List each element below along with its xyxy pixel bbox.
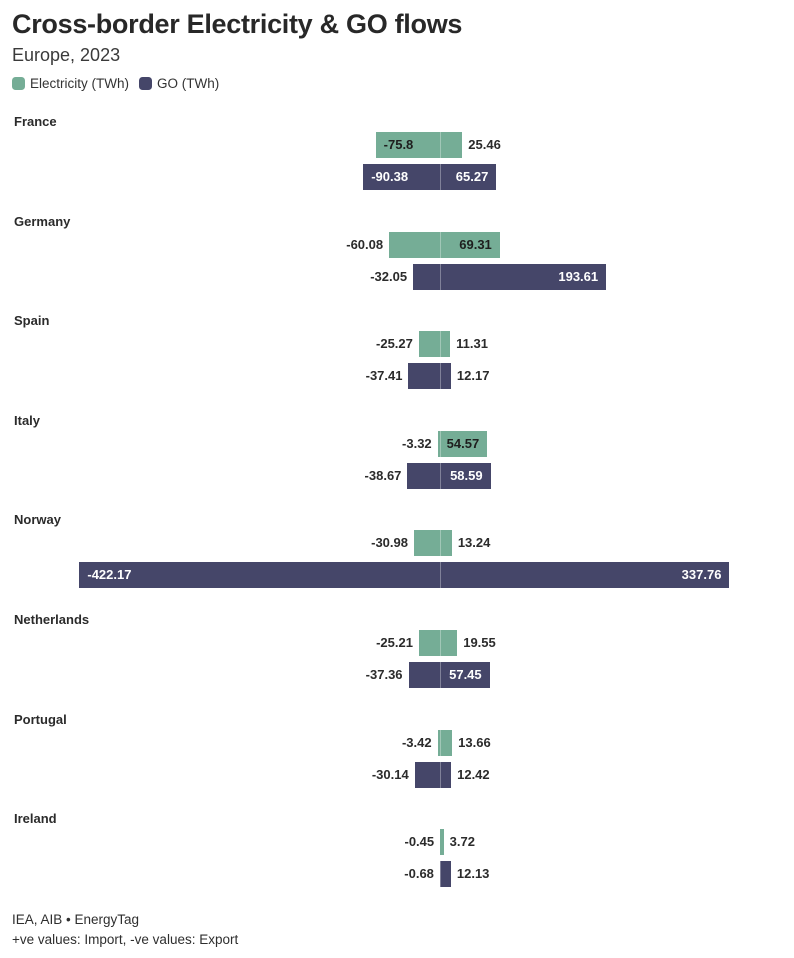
go-import-label: 193.61 [558,268,599,284]
country-label: Germany [14,213,71,229]
zero-line [440,630,442,656]
country-group: Portugal -3.42 13.66 -30.14 12.42 [0,713,794,795]
zero-line [440,562,442,589]
electricity-bar [437,430,488,457]
electricity-bar [375,132,463,158]
go-bar [413,263,607,290]
zero-line [440,132,442,158]
legend-label-electricity: Electricity (TWh) [30,76,129,91]
electricity-bar [413,530,452,557]
country-label: Ireland [14,811,57,827]
go-import-label: 57.45 [449,667,482,682]
footer-source: IEA, AIB • EnergyTag [12,912,140,927]
go-bar [363,164,497,190]
electricity-import-label: 13.66 [458,734,491,750]
go-export-label: -37.41 [365,368,403,384]
country-label: Italy [14,412,41,428]
page-subtitle: Europe, 2023 [12,45,121,65]
zero-line [440,530,442,557]
electricity-import-label: 11.31 [456,336,488,352]
zero-line [440,729,442,756]
electricity-import-label: 13.24 [457,535,491,551]
electricity-bar [418,630,458,656]
go-import-label: 12.17 [456,368,490,384]
go-swatch-icon [139,77,152,90]
go-bar [439,861,451,888]
legend-item-go: GO (TWh) [139,76,219,91]
go-import-label: 12.13 [456,866,490,882]
zero-line [440,662,442,688]
electricity-import-label: 54.57 [446,435,480,451]
legend: Electricity (TWh) GO (TWh) [12,76,219,91]
footer-note: +ve values: Import, -ve values: Export [12,932,239,947]
go-export-label: -90.38 [371,169,409,184]
country-label: Portugal [14,711,67,727]
go-import-label: 58.59 [450,467,483,483]
legend-item-electricity: Electricity (TWh) [12,76,129,91]
electricity-import-label: 69.31 [459,236,492,252]
country-label: France [14,114,57,129]
country-group: Netherlands -25.21 19.55 -37.36 57.45 [0,613,794,695]
country-group: Ireland -0.45 3.72 -0.68 12.13 [0,812,794,894]
go-bar [79,562,730,589]
electricity-bar [437,729,453,756]
electricity-export-label: -25.27 [376,336,413,352]
country-label: Spain [14,313,50,329]
zero-line [440,331,442,358]
legend-label-go: GO (TWh) [157,76,220,91]
go-import-label: 65.27 [455,169,489,184]
electricity-export-label: -60.08 [346,236,384,252]
country-group: Spain -25.27 11.31 -37.41 12.17 [0,314,794,396]
electricity-import-label: 25.46 [468,137,501,152]
country-group: France -75.8 25.46 -90.38 65.27 [0,115,794,197]
electricity-bar [440,829,444,856]
page-title: Cross-border Electricity & GO flows [12,9,463,39]
zero-line [440,164,442,190]
zero-line [440,231,442,258]
go-import-label: 12.42 [457,766,490,782]
electricity-bar [389,231,500,258]
electricity-export-label: -75.8 [383,137,414,152]
go-export-label: -30.14 [371,766,409,782]
go-export-label: -32.05 [370,268,408,284]
go-bar [407,462,491,489]
country-group: Germany -60.08 69.31 -32.05 193.61 [0,215,794,297]
electricity-export-label: -25.21 [376,635,413,650]
go-export-label: -37.36 [365,667,403,682]
zero-line [440,462,442,489]
go-export-label: -0.68 [404,866,434,882]
zero-line [440,430,442,457]
country-group: Italy -3.32 54.57 -38.67 58.59 [0,414,794,496]
electricity-swatch-icon [12,77,25,90]
zero-line [440,263,442,290]
zero-line [440,861,442,888]
electricity-bar [418,331,451,358]
electricity-import-label: 19.55 [463,635,496,650]
electricity-import-label: 3.72 [449,834,475,850]
go-bar [408,662,490,688]
go-export-label: -38.67 [364,467,402,483]
go-bar [414,761,452,788]
go-bar [408,363,451,390]
zero-line [440,363,442,390]
country-label: Norway [14,512,61,528]
electricity-export-label: -0.45 [404,834,435,850]
electricity-export-label: -3.42 [401,734,432,750]
country-group: Norway -30.98 13.24 -422.17 337.76 [0,513,794,595]
electricity-export-label: -3.32 [402,435,432,451]
go-export-label: -422.17 [87,567,132,583]
zero-line [440,761,442,788]
country-label: Netherlands [14,612,90,627]
go-import-label: 337.76 [681,567,722,583]
electricity-export-label: -30.98 [371,535,408,551]
